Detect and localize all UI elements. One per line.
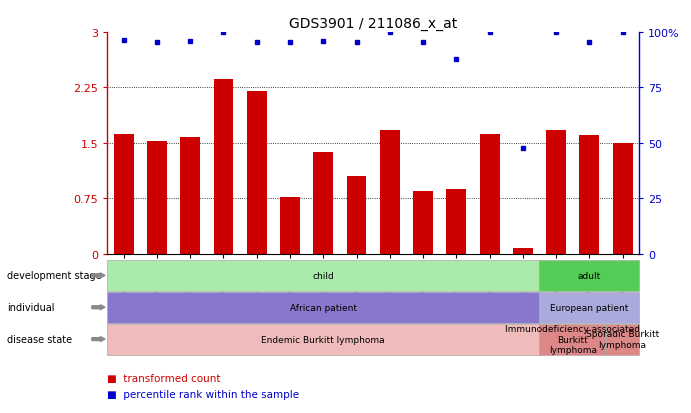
Title: GDS3901 / 211086_x_at: GDS3901 / 211086_x_at: [289, 17, 457, 31]
Bar: [612, 143, 632, 254]
Text: adult: adult: [578, 271, 601, 280]
Bar: [446, 190, 466, 254]
Bar: [147, 142, 167, 254]
Bar: [546, 131, 566, 254]
Text: ■  percentile rank within the sample: ■ percentile rank within the sample: [107, 389, 299, 399]
Bar: [247, 92, 267, 254]
Bar: [480, 135, 500, 254]
Text: development stage: development stage: [7, 271, 102, 281]
Bar: [214, 79, 234, 254]
Text: European patient: European patient: [550, 303, 629, 312]
Text: African patient: African patient: [290, 303, 357, 312]
Bar: [347, 177, 366, 254]
Bar: [313, 152, 333, 254]
Text: child: child: [312, 271, 334, 280]
Text: Sporadic Burkitt
lymphoma: Sporadic Burkitt lymphoma: [586, 330, 659, 349]
Bar: [413, 191, 433, 254]
Text: individual: individual: [7, 302, 55, 313]
Bar: [180, 138, 200, 254]
Bar: [579, 136, 599, 254]
Bar: [280, 197, 300, 254]
Bar: [114, 135, 134, 254]
Bar: [380, 131, 399, 254]
Bar: [513, 249, 533, 254]
Text: Immunodeficiency associated
Burkitt
lymphoma: Immunodeficiency associated Burkitt lymp…: [505, 325, 640, 354]
Text: Endemic Burkitt lymphoma: Endemic Burkitt lymphoma: [261, 335, 385, 344]
Text: disease state: disease state: [7, 334, 72, 344]
Text: ■  transformed count: ■ transformed count: [107, 373, 220, 383]
